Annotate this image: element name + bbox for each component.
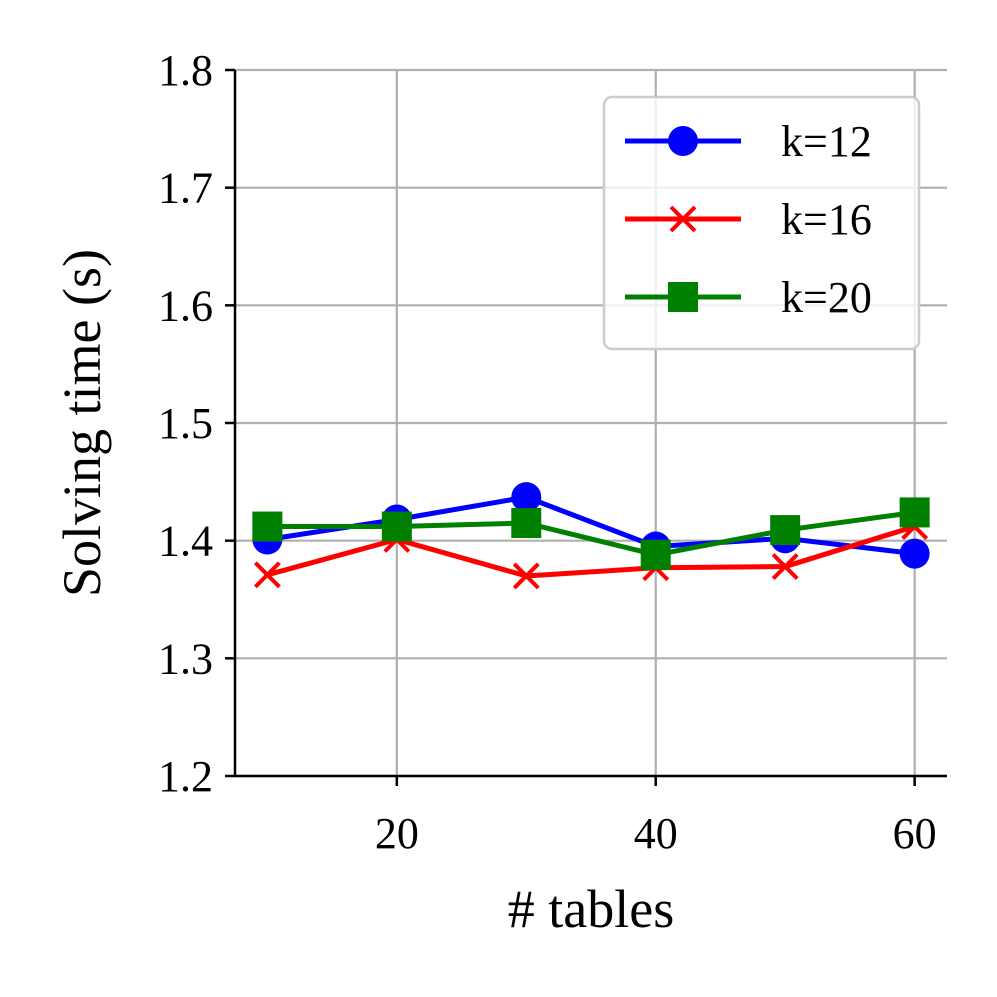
y-tick-label: 1.2 <box>158 752 213 801</box>
data-point <box>899 497 930 528</box>
ticks: 20 40 60 1.2 1.3 1.4 1.5 1.6 1.7 1.8 <box>158 46 937 858</box>
legend-entry: k=12 <box>625 117 872 166</box>
series-group <box>252 482 930 590</box>
data-point <box>511 508 542 539</box>
data-point <box>512 562 540 590</box>
series-k=20 <box>252 497 930 570</box>
y-tick-label: 1.8 <box>158 46 213 95</box>
legend-label: k=16 <box>781 195 872 244</box>
series-line <box>266 494 915 557</box>
legend-entry: k=20 <box>625 273 872 322</box>
y-tick-label: 1.3 <box>158 634 213 683</box>
data-point <box>253 561 281 589</box>
data-point <box>640 539 671 570</box>
data-point <box>511 482 542 513</box>
legend-entry: k=16 <box>625 195 872 244</box>
legend-marker <box>668 126 698 156</box>
legend-marker <box>668 282 698 312</box>
data-point <box>381 511 412 542</box>
legend-marker <box>669 205 697 233</box>
legend: k=12 k=16 k=20 <box>602 95 921 351</box>
data-point <box>771 553 799 580</box>
x-axis-title: # tables <box>508 879 674 939</box>
x-tick-label: 20 <box>375 809 419 858</box>
y-tick-label: 1.7 <box>158 164 213 213</box>
data-point <box>899 538 930 569</box>
y-tick-label: 1.5 <box>158 399 213 448</box>
y-tick-label: 1.6 <box>158 281 213 330</box>
y-axis-title: Solving time (s) <box>52 249 112 597</box>
y-tick-label: 1.4 <box>158 517 213 566</box>
data-point <box>252 511 283 542</box>
data-point <box>770 515 801 546</box>
series-line <box>266 524 916 579</box>
series-line <box>267 509 915 558</box>
x-tick-label: 40 <box>634 809 678 858</box>
legend-label: k=12 <box>781 117 872 166</box>
x-tick-label: 60 <box>893 809 937 858</box>
legend-label: k=20 <box>781 273 872 322</box>
